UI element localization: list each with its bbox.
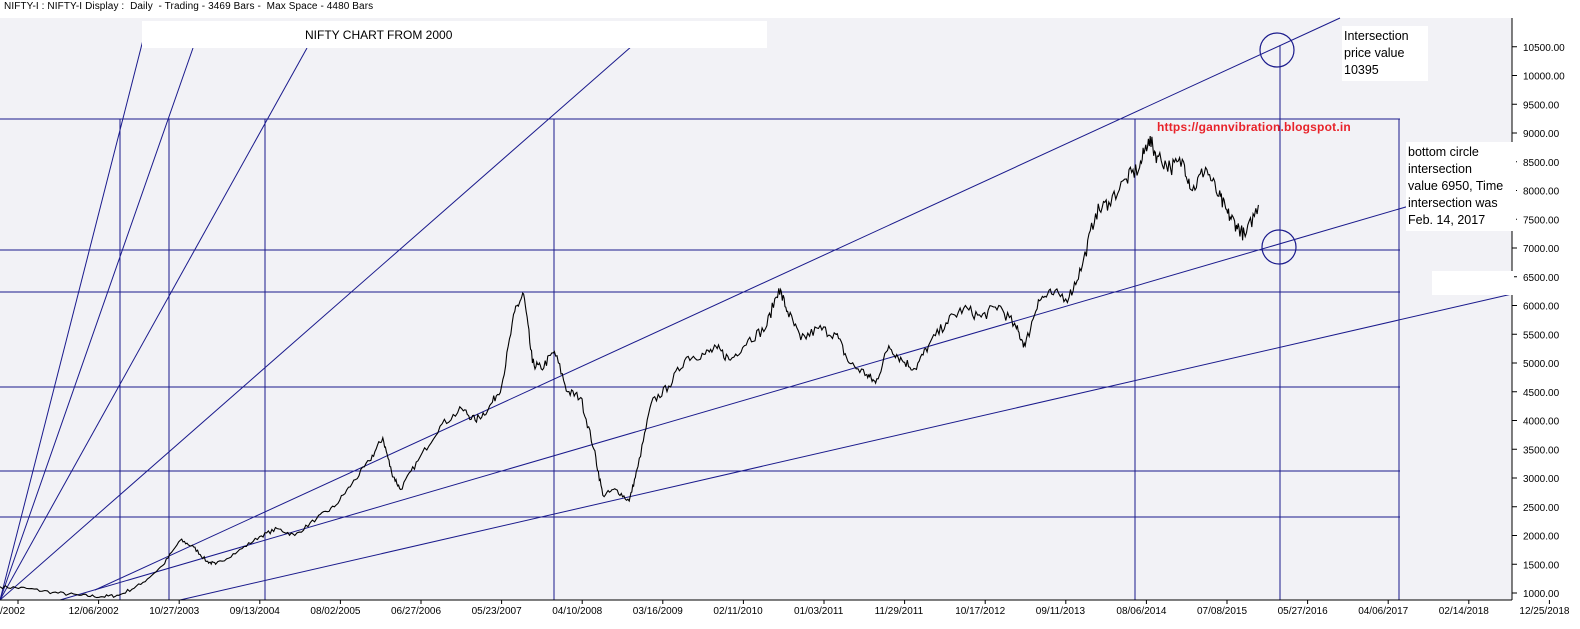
y-tick-label: 2500.00 bbox=[1523, 503, 1560, 514]
note-line: price value bbox=[1344, 46, 1405, 60]
x-tick-label: 05/27/2016 bbox=[1278, 606, 1328, 617]
chart-title-box: NIFTY CHART FROM 2000 bbox=[142, 21, 767, 48]
y-tick-label: 10000.00 bbox=[1523, 72, 1565, 83]
note-line: 10395 bbox=[1344, 63, 1379, 77]
chart-title: NIFTY CHART FROM 2000 bbox=[305, 28, 453, 42]
x-tick-label: 09/13/2004 bbox=[230, 606, 280, 617]
y-tick-label: 8000.00 bbox=[1523, 187, 1560, 198]
y-tick-label: 1000.00 bbox=[1523, 589, 1560, 600]
x-tick-label: 08/02/2005 bbox=[310, 606, 360, 617]
x-tick-label: 04/10/2008 bbox=[552, 606, 602, 617]
x-tick-label: 08/06/2014 bbox=[1116, 606, 1166, 617]
time-intersection-circle bbox=[1261, 229, 1297, 265]
note-line: intersection was bbox=[1408, 196, 1498, 210]
y-tick-label: 9500.00 bbox=[1523, 100, 1560, 111]
gann-fan-line bbox=[179, 293, 1513, 601]
x-tick-label: 06/27/2006 bbox=[391, 606, 441, 617]
y-tick-label: 9000.00 bbox=[1523, 129, 1560, 140]
plot-area bbox=[0, 18, 1512, 600]
x-tick-label: 10/27/2003 bbox=[149, 606, 199, 617]
y-tick-label: 10500.00 bbox=[1523, 43, 1565, 54]
x-tick-label: /2002 bbox=[0, 606, 25, 617]
x-tick-label: 12/25/2018 bbox=[1519, 606, 1569, 617]
y-tick-label: 5000.00 bbox=[1523, 359, 1560, 370]
x-tick-label: 07/08/2015 bbox=[1197, 606, 1247, 617]
nifty-price-line bbox=[0, 136, 1259, 599]
chart-header: NIFTY-I : NIFTY-I Display : Daily - Trad… bbox=[4, 1, 374, 12]
x-tick-label: 05/23/2007 bbox=[472, 606, 522, 617]
x-tick-label: 01/03/2011 bbox=[794, 606, 844, 617]
blank-annotation-box bbox=[1432, 271, 1514, 295]
y-tick-label: 8500.00 bbox=[1523, 158, 1560, 169]
x-tick-label: 02/11/2010 bbox=[713, 606, 763, 617]
intersection-note: Intersection price value 10395 bbox=[1342, 26, 1428, 81]
y-tick-label: 3000.00 bbox=[1523, 474, 1560, 485]
note-line: bottom circle bbox=[1408, 145, 1479, 159]
note-line: Feb. 14, 2017 bbox=[1408, 213, 1486, 227]
gann-fan-line bbox=[0, 45, 633, 601]
price-series bbox=[0, 136, 1259, 599]
note-line: Intersection bbox=[1344, 29, 1409, 43]
gann-fan-line bbox=[94, 17, 1341, 591]
axes: 10500.00 10000.00 9500.00 9000.00 8500.00 800… bbox=[0, 18, 1570, 617]
note-line: intersection bbox=[1408, 162, 1472, 176]
y-tick-label: 2000.00 bbox=[1523, 532, 1560, 543]
y-tick-label: 7000.00 bbox=[1523, 244, 1560, 255]
gann-fan-line bbox=[0, 47, 308, 601]
note-line: value 6950, Time bbox=[1408, 179, 1504, 193]
x-tick-label: 03/16/2009 bbox=[633, 606, 683, 617]
gann-fan-line bbox=[0, 47, 194, 601]
y-tick-label: 4000.00 bbox=[1523, 417, 1560, 428]
x-tick-label: 02/14/2018 bbox=[1439, 606, 1489, 617]
y-tick-label: 3500.00 bbox=[1523, 445, 1560, 456]
y-tick-label: 6500.00 bbox=[1523, 273, 1560, 284]
x-tick-label: 04/06/2017 bbox=[1358, 606, 1408, 617]
y-tick-label: 1500.00 bbox=[1523, 560, 1560, 571]
y-tick-label: 7500.00 bbox=[1523, 215, 1560, 226]
gann-fan-line bbox=[59, 175, 1513, 601]
gann-fan-line bbox=[0, 39, 144, 601]
y-tick-label: 5500.00 bbox=[1523, 330, 1560, 341]
bottom-circle-note: bottom circle intersection value 6950, T… bbox=[1406, 142, 1516, 231]
x-tick-label: 10/17/2012 bbox=[955, 606, 1005, 617]
blog-url-label: https://gannvibration.blogspot.in bbox=[1157, 120, 1351, 134]
guide-lines bbox=[0, 17, 1513, 601]
price-intersection-circle bbox=[1259, 32, 1295, 68]
x-tick-label: 11/29/2011 bbox=[875, 606, 924, 617]
y-tick-label: 4500.00 bbox=[1523, 388, 1560, 399]
x-tick-label: 09/11/2013 bbox=[1036, 606, 1086, 617]
x-tick-label: 12/06/2002 bbox=[69, 606, 119, 617]
y-tick-label: 6000.00 bbox=[1523, 302, 1560, 313]
